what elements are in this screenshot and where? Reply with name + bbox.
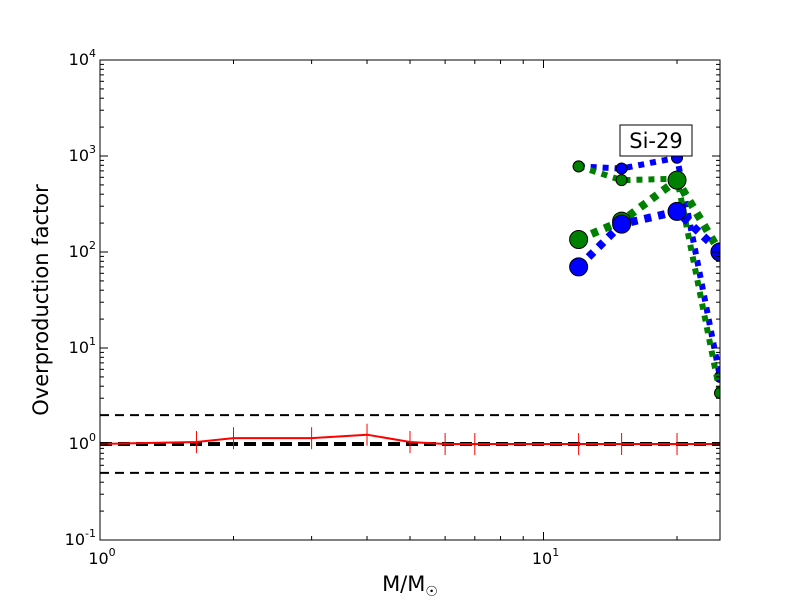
sun-symbol: ☉ bbox=[425, 584, 438, 600]
series-line bbox=[575, 207, 720, 270]
tick-label-base: 10 bbox=[65, 530, 85, 549]
y-axis-label: Overproduction factor bbox=[29, 184, 53, 416]
data-point bbox=[569, 229, 589, 249]
tick-label: 100 bbox=[88, 546, 115, 568]
annotation-frame bbox=[619, 124, 693, 157]
x-axis-label-text: M/M bbox=[382, 572, 425, 596]
tick-label: 102 bbox=[69, 239, 96, 261]
tick-label-exponent: 1 bbox=[552, 546, 559, 559]
tick-label: 104 bbox=[69, 47, 96, 69]
data-point bbox=[667, 170, 687, 190]
tick-label-exponent: 2 bbox=[89, 239, 96, 252]
data-series bbox=[100, 151, 720, 455]
plot-area bbox=[100, 60, 720, 540]
tick-label-exponent: 0 bbox=[109, 546, 116, 559]
data-point bbox=[612, 214, 632, 234]
tick-label: 101 bbox=[532, 546, 559, 568]
data-point bbox=[714, 386, 720, 399]
tick-label-exponent: 3 bbox=[89, 143, 96, 156]
series-line bbox=[577, 163, 720, 394]
x-axis-label: M/M☉ bbox=[382, 572, 438, 600]
tick-label-base: 10 bbox=[69, 242, 89, 261]
tick-label-base: 10 bbox=[69, 434, 89, 453]
data-point bbox=[569, 257, 589, 277]
series-line bbox=[577, 176, 720, 255]
tick-label: 10-1 bbox=[65, 527, 96, 549]
axis-ticks bbox=[99, 59, 720, 541]
tick-label-exponent: 0 bbox=[89, 431, 96, 444]
data-point bbox=[615, 162, 628, 175]
annotation-box: Si-29 bbox=[619, 124, 693, 157]
tick-label-exponent: 1 bbox=[89, 335, 96, 348]
tick-label-exponent: 4 bbox=[89, 47, 96, 60]
series-4 bbox=[569, 201, 720, 277]
series-0 bbox=[100, 423, 720, 455]
tick-label-exponent: -1 bbox=[85, 527, 96, 540]
data-point bbox=[667, 201, 687, 221]
tick-label-base: 10 bbox=[88, 549, 108, 568]
tick-label: 101 bbox=[69, 335, 96, 357]
tick-label-base: 10 bbox=[69, 338, 89, 357]
tick-label: 103 bbox=[69, 143, 96, 165]
tick-label-base: 10 bbox=[532, 549, 552, 568]
data-point bbox=[615, 174, 628, 187]
tick-label-base: 10 bbox=[69, 146, 89, 165]
tick-label: 100 bbox=[69, 431, 96, 453]
annotation-text: Si-29 bbox=[629, 129, 682, 153]
data-point bbox=[572, 160, 585, 173]
tick-label-base: 10 bbox=[69, 50, 89, 69]
series-line bbox=[100, 433, 720, 445]
